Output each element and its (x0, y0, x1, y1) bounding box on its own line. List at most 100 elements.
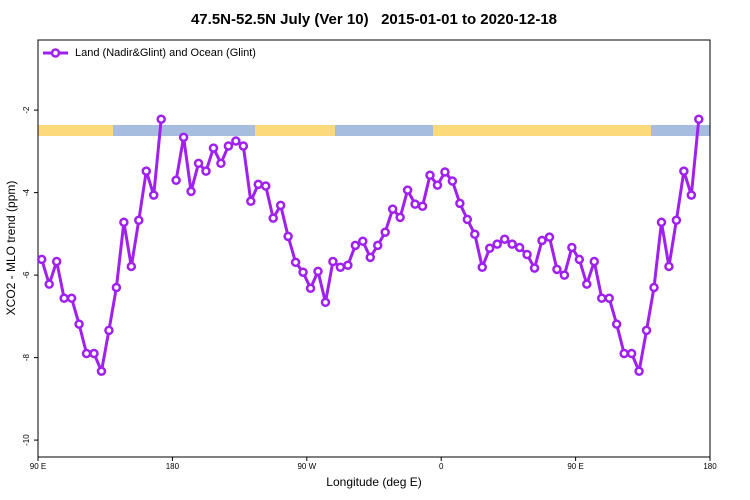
data-point (238, 141, 249, 151)
data-point (596, 293, 607, 303)
data-point (171, 175, 181, 185)
data-point (641, 325, 652, 336)
data-point (365, 252, 376, 263)
data-point (193, 158, 204, 169)
x-tick-label: 180 (703, 462, 717, 471)
data-point (231, 136, 241, 146)
data-point (544, 232, 555, 242)
data-point (223, 141, 234, 151)
data-point (462, 214, 473, 225)
data-point (36, 254, 47, 265)
data-point (664, 261, 674, 272)
x-tick-label: 90 E (567, 462, 583, 471)
data-point (246, 196, 256, 207)
data-point (395, 212, 405, 223)
data-point (313, 266, 323, 277)
data-point (402, 185, 413, 195)
data-point (484, 243, 495, 254)
data-point (574, 254, 585, 265)
data-point (216, 158, 226, 169)
data-point (619, 348, 629, 359)
data-point (522, 249, 532, 260)
data-point (372, 240, 383, 251)
y-tick-label: -6 (22, 271, 31, 279)
data-point (417, 201, 428, 211)
legend-marker (50, 48, 61, 58)
data-point (290, 257, 301, 268)
data-point (156, 114, 166, 124)
data-point (328, 256, 338, 267)
data-point (432, 180, 443, 190)
data-point (66, 293, 77, 303)
land-ocean-strip (38, 125, 710, 136)
data-point (44, 279, 54, 289)
data-point (283, 231, 293, 242)
data-point (343, 260, 353, 270)
data-point (514, 242, 525, 253)
data-point (694, 114, 704, 124)
data-point (275, 200, 286, 211)
data-point (611, 319, 622, 329)
data-point (208, 143, 219, 153)
data-point (477, 262, 488, 273)
data-point (148, 190, 159, 200)
data-point (671, 215, 682, 225)
data-point (141, 166, 152, 176)
x-tick-label: 90 W (297, 462, 316, 471)
data-point (425, 170, 435, 181)
data-point (492, 239, 502, 249)
data-point (59, 293, 69, 303)
chart-title: 47.5N-52.5N July (Ver 10) 2015-01-01 to … (191, 11, 557, 28)
data-point (358, 236, 368, 247)
data-point (104, 325, 114, 336)
data-point (537, 235, 547, 246)
data-point (582, 279, 592, 289)
data-point (440, 167, 450, 177)
data-point (51, 256, 62, 267)
data-point (89, 348, 99, 359)
data-point (178, 132, 189, 143)
data-point (119, 217, 129, 228)
data-point (559, 270, 570, 280)
data-point (305, 283, 316, 294)
data-point (507, 239, 517, 249)
data-point (260, 181, 271, 191)
x-tick-label: 180 (166, 462, 180, 471)
data-point (268, 213, 278, 223)
data-point (410, 199, 420, 209)
legend-label: Land (Nadir&Glint) and Ocean (Glint) (75, 47, 256, 59)
plot-frame (37, 39, 711, 458)
data-point (335, 262, 346, 273)
data-point (96, 366, 107, 376)
data-point (499, 234, 510, 244)
data-point (201, 166, 211, 176)
y-axis-label: XCO2 - MLO trend (ppm) (4, 181, 18, 316)
data-point (380, 227, 390, 237)
y-tick-label: -8 (22, 353, 31, 361)
data-point (656, 217, 667, 228)
data-point (111, 282, 122, 293)
data-point (81, 348, 92, 359)
data-point (470, 229, 480, 240)
data-point (387, 204, 398, 214)
data-point (253, 179, 264, 190)
data-point (649, 282, 659, 293)
data-point (589, 256, 600, 267)
data-point (567, 242, 577, 253)
x-tick-label: 0 (439, 462, 444, 471)
x-tick-label: 90 E (30, 462, 46, 471)
data-point (126, 261, 137, 272)
data-point (447, 176, 458, 186)
data-point (604, 293, 614, 303)
data-point (552, 264, 562, 275)
data-point (679, 166, 689, 176)
data-point (455, 198, 465, 209)
data-line (40, 119, 701, 373)
data-point (320, 297, 331, 308)
data-point (634, 366, 644, 376)
data-point (298, 267, 308, 277)
data-point (626, 348, 637, 359)
data-point (350, 240, 361, 251)
data-point (686, 190, 697, 200)
